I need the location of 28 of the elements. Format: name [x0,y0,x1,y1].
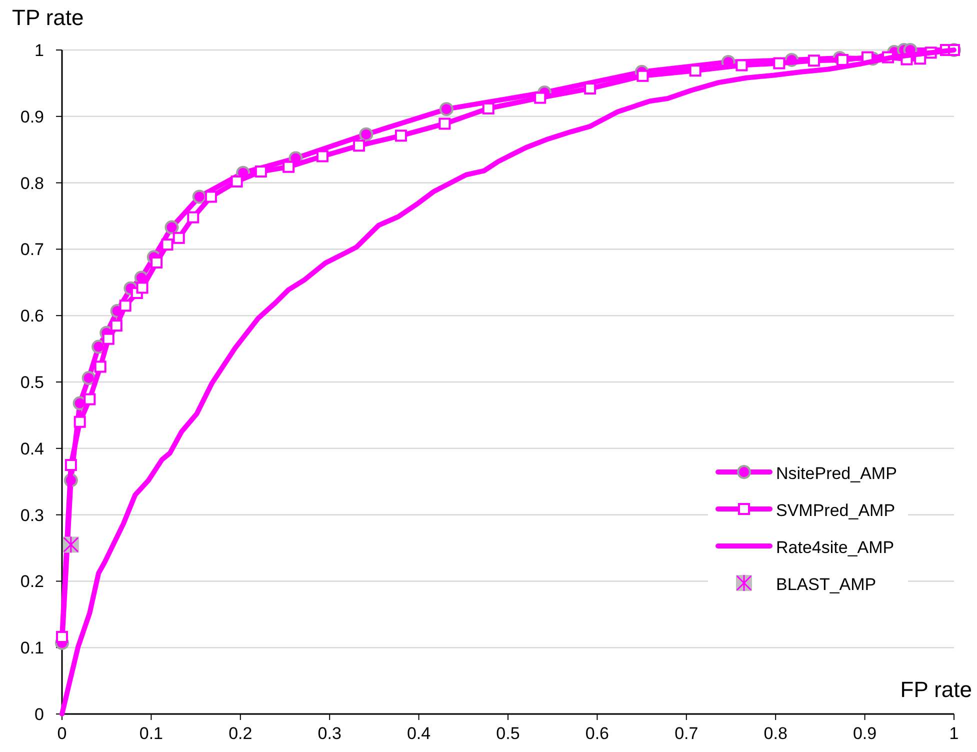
legend-label: Rate4site_AMP [776,538,894,557]
y-tick-label: 0.7 [20,240,44,260]
x-tick-label: 0.6 [585,724,610,743]
x-axis-title: FP rate [900,677,972,702]
y-tick-label: 0.1 [20,638,44,658]
x-tick-label: 0.5 [496,724,520,743]
y-tick-label: 0.9 [20,107,44,126]
x-tick-label: 0.4 [406,724,431,743]
legend-label: BLAST_AMP [776,575,876,594]
y-tick-label: 0.4 [20,439,44,458]
y-tick-label: 0.5 [20,373,44,392]
x-tick-label: 0.7 [674,724,698,743]
y-tick-label: 0.8 [20,174,44,193]
y-tick-label: 1 [34,41,44,60]
y-tick-label: 0.6 [20,306,44,326]
legend-label: NsitePred_AMP [776,464,897,483]
y-axis-title: TP rate [12,5,84,30]
legend-label: SVMPred_AMP [776,501,896,520]
x-tick-label: 0.9 [852,724,877,743]
x-tick-label: 0.8 [764,724,788,743]
y-tick-label: 0.3 [20,506,44,525]
x-tick-label: 1 [949,724,959,743]
y-tick-label: 0.2 [20,572,44,592]
x-tick-label: 0 [57,724,67,743]
y-tick-label: 0 [34,705,44,724]
x-tick-label: 0.3 [318,724,342,743]
x-tick-label: 0.2 [228,724,252,743]
x-tick-label: 0.1 [139,724,164,743]
